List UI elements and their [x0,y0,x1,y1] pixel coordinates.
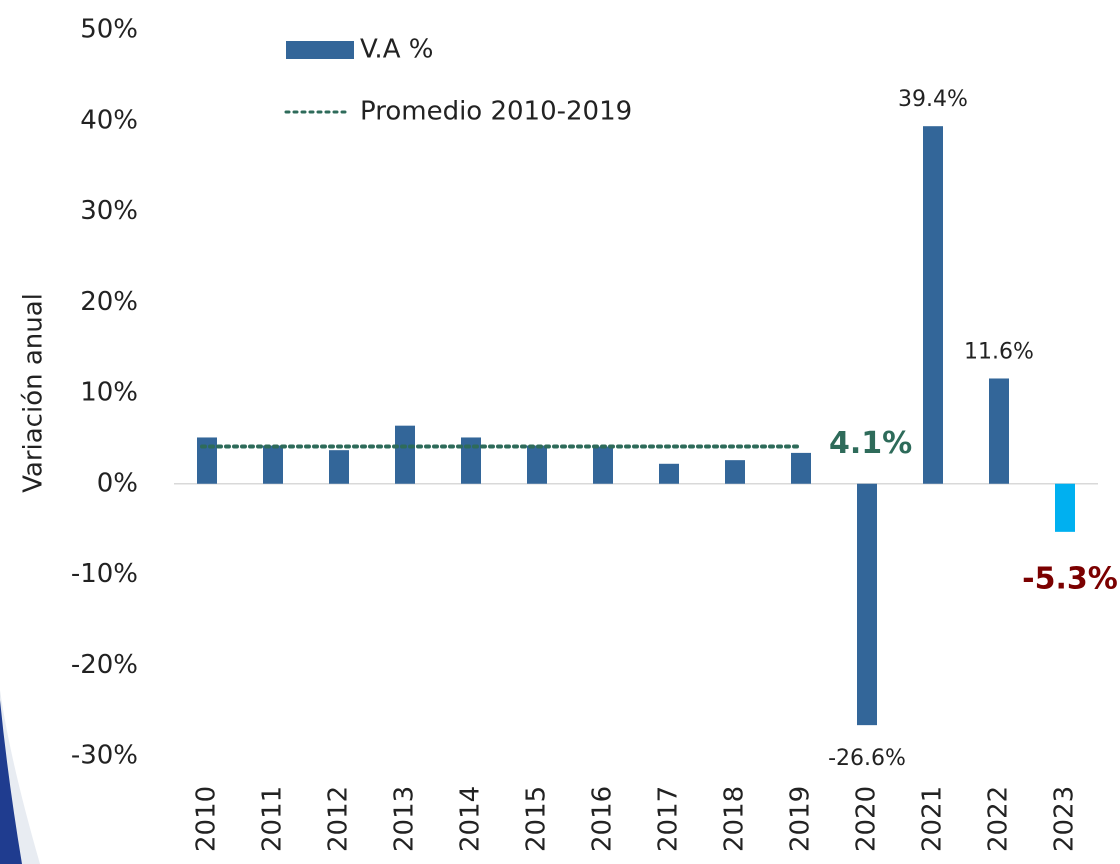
y-tick-label: 20% [80,287,138,317]
x-tick-label: 2019 [786,786,816,852]
bar [461,437,481,484]
bar [329,450,349,484]
data-label: 11.6% [964,339,1034,364]
y-tick-label: -10% [71,559,138,589]
bar [1055,483,1075,532]
data-label: -5.3% [1022,561,1118,596]
x-tick-label: 2020 [852,786,882,852]
data-label: 39.4% [898,87,968,112]
y-tick-label: 30% [80,196,138,226]
average-label: 4.1% [829,426,912,461]
bar [857,483,877,726]
data-label: -26.6% [828,746,906,771]
y-tick-label: 40% [80,105,138,135]
x-tick-label: 2021 [918,786,948,852]
x-tick-label: 2023 [1050,786,1080,852]
bar [263,445,283,484]
x-tick-label: 2014 [456,786,486,852]
legend-label: Promedio 2010-2019 [360,97,632,127]
x-tick-label: 2011 [258,786,288,852]
bar [989,378,1009,484]
bar [197,437,217,484]
y-tick-label: 50% [80,15,138,45]
bar [527,445,547,484]
x-tick-label: 2013 [390,786,420,852]
x-tick-label: 2012 [324,786,354,852]
bar [593,446,613,484]
y-tick-label: 10% [80,378,138,408]
x-tick-label: 2016 [588,786,618,852]
legend-swatch [286,41,354,59]
bar [725,460,745,484]
bar [791,452,811,484]
bar [659,463,679,484]
y-tick-label: -20% [71,650,138,680]
bar [923,126,943,484]
legend-label: V.A % [360,35,433,65]
x-tick-label: 2022 [984,786,1014,852]
y-axis-title: Variación anual [19,293,49,493]
x-tick-label: 2015 [522,786,552,852]
x-tick-label: 2017 [654,786,684,852]
y-tick-label: 0% [97,468,138,498]
y-tick-label: -30% [71,741,138,771]
x-tick-label: 2018 [720,786,750,852]
x-tick-label: 2010 [192,786,222,852]
bar [395,425,415,484]
decor [0,700,22,864]
